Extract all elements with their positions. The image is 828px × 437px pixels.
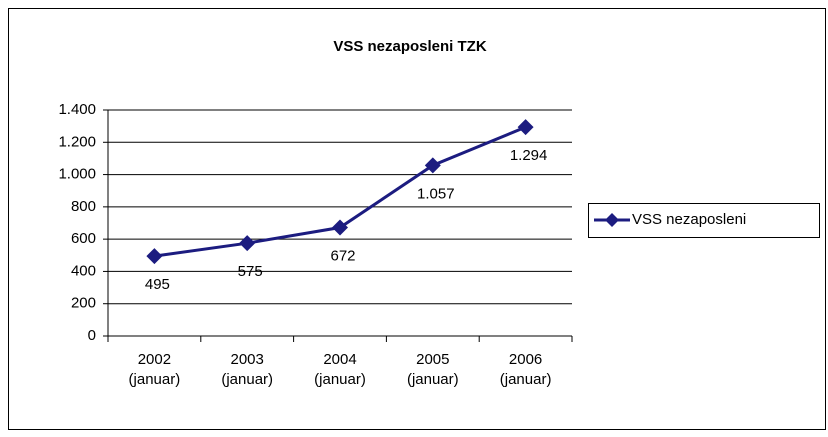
x-tick-label: 2006 (januar) [500,351,552,388]
marker [146,248,163,265]
y-tick-label: 400 [71,262,96,279]
y-tick-label: 200 [71,295,96,312]
legend-label: VSS nezaposleni [632,211,746,228]
marker [332,219,348,236]
y-tick-label: 0 [88,327,96,344]
data-label: 672 [330,247,355,264]
x-tick-label: 2003 (januar) [221,351,273,388]
x-tick-label: 2005 (januar) [407,351,459,388]
y-tick-label: 1.400 [58,101,96,118]
y-tick-label: 600 [71,230,96,247]
marker [239,235,256,252]
data-label: 495 [145,276,170,293]
y-tick-label: 800 [71,198,96,215]
x-tick-label: 2004 (januar) [314,351,366,388]
legend-marker [605,213,619,227]
chart-title: VSS nezaposleni TZK [333,38,487,55]
data-label: 575 [238,263,263,280]
data-label: 1.294 [510,147,548,164]
y-tick-label: 1.000 [58,166,96,183]
marker [424,157,441,174]
data-label: 1.057 [417,185,455,202]
marker [517,119,534,136]
y-tick-label: 1.200 [58,133,96,150]
x-tick-label: 2002 (januar) [129,351,181,388]
